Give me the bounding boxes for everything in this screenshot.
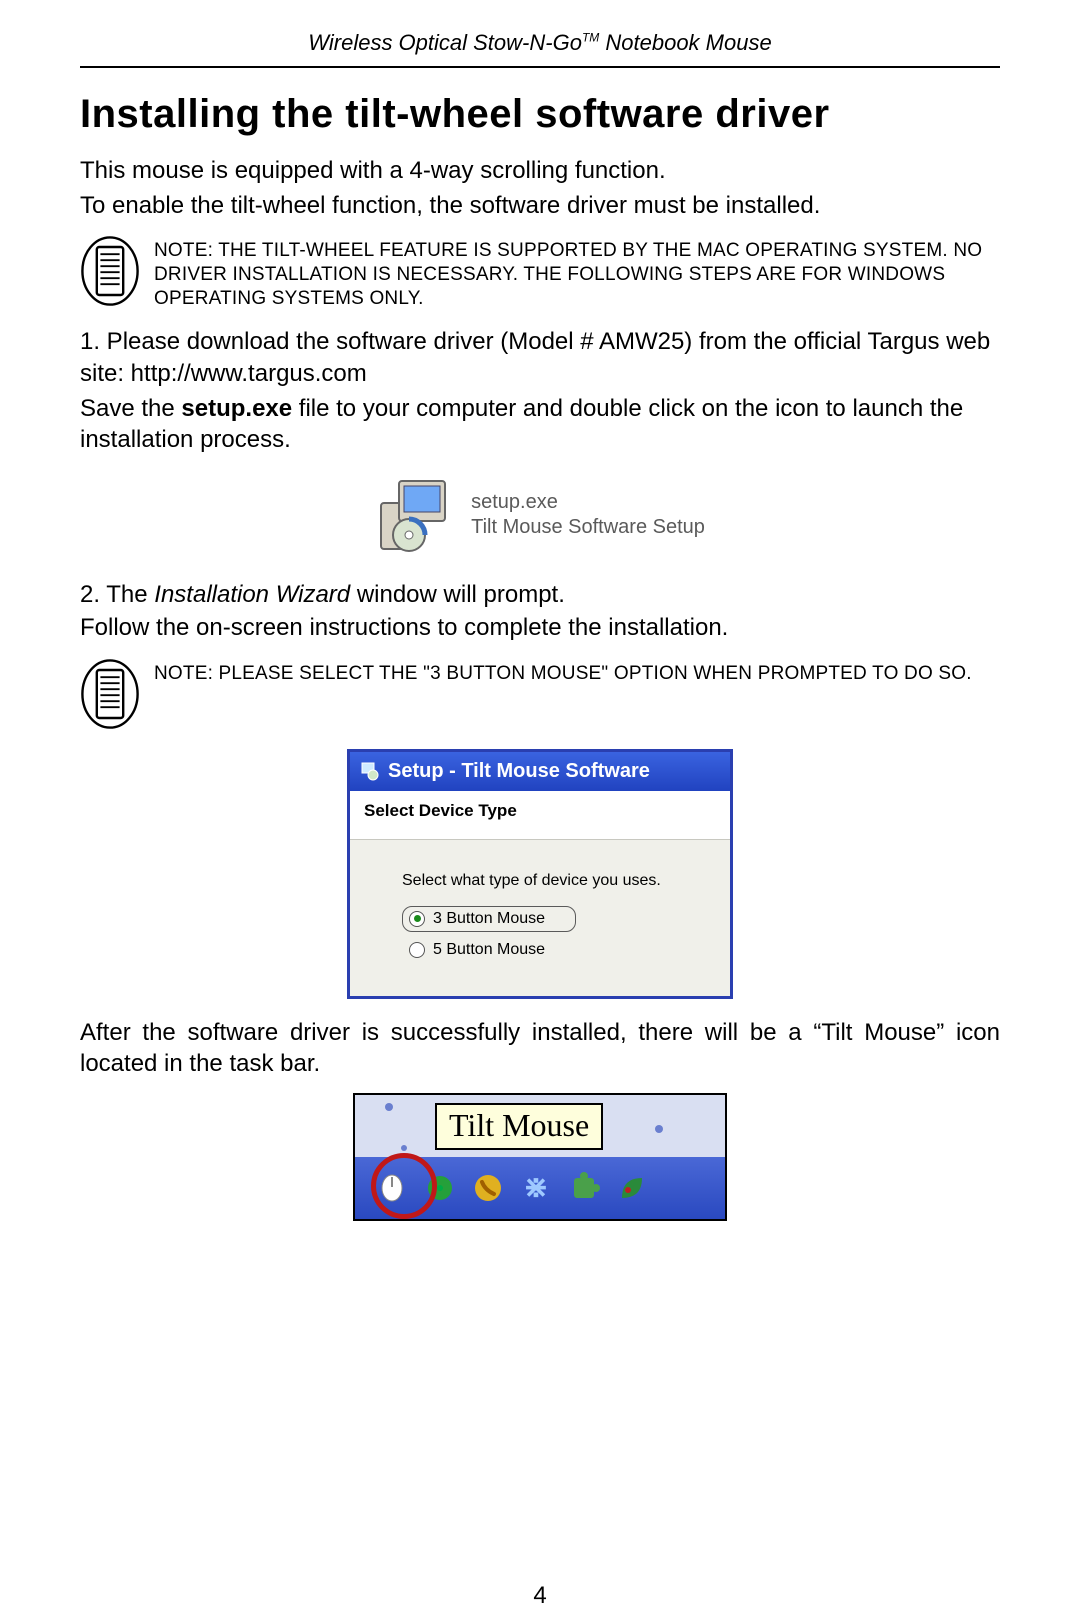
header-tm: TM <box>582 31 599 45</box>
setup-filename: setup.exe <box>471 490 705 515</box>
note-1-text: NOTE: THE TILT-WHEEL FEATURE IS SUPPORTE… <box>154 235 1000 310</box>
radio-label-1: 3 Button Mouse <box>433 910 545 928</box>
puzzle-tray-icon[interactable] <box>567 1171 601 1205</box>
header-prefix: Wireless Optical Stow-N-Go <box>308 30 582 55</box>
notepad-icon <box>80 235 140 312</box>
step-2-a-pre: 2. The <box>80 581 154 608</box>
step-2-a: 2. The Installation Wizard window will p… <box>80 579 1000 610</box>
step-2-a-italic: Installation Wizard <box>154 581 350 608</box>
radio-5-button-mouse[interactable]: 5 Button Mouse <box>402 938 704 962</box>
wizard-window: Setup - Tilt Mouse Software Select Devic… <box>347 749 733 999</box>
phone-tray-icon[interactable] <box>471 1171 505 1205</box>
step-2-b: Follow the on-screen instructions to com… <box>80 612 1000 643</box>
step-1-b: Save the setup.exe file to your computer… <box>80 393 1000 455</box>
after-install-text: After the software driver is successfull… <box>80 1017 1000 1079</box>
taskbar-figure: Tilt Mouse ⋇ <box>353 1093 727 1221</box>
setup-exe-label: setup.exe Tilt Mouse Software Setup <box>471 490 705 540</box>
page-number: 4 <box>0 1582 1080 1610</box>
setup-description: Tilt Mouse Software Setup <box>471 515 705 540</box>
tilt-mouse-tooltip: Tilt Mouse <box>435 1103 603 1150</box>
note-2-text: NOTE: PLEASE SELECT THE "3 BUTTON MOUSE"… <box>154 658 972 686</box>
note-2: NOTE: PLEASE SELECT THE "3 BUTTON MOUSE"… <box>80 658 1000 735</box>
wizard-prompt: Select what type of device you uses. <box>402 872 704 890</box>
taskbar-tray: ⋇ <box>355 1157 725 1219</box>
page-header: Wireless Optical Stow-N-GoTM Notebook Mo… <box>80 30 1000 68</box>
wizard-subtitle: Select Device Type <box>350 791 730 840</box>
intro-line-1: This mouse is equipped with a 4-way scro… <box>80 155 1000 186</box>
wizard-body: Select what type of device you uses. 3 B… <box>350 840 730 996</box>
radio-3-button-mouse[interactable]: 3 Button Mouse <box>402 906 576 932</box>
intro-line-2: To enable the tilt-wheel function, the s… <box>80 190 1000 221</box>
bluetooth-tray-icon[interactable]: ⋇ <box>519 1171 553 1205</box>
notepad-icon <box>80 658 140 735</box>
header-suffix: Notebook Mouse <box>599 30 771 55</box>
leaf-tray-icon[interactable] <box>615 1171 649 1205</box>
highlight-circle-icon <box>371 1153 437 1219</box>
wizard-title-text: Setup - Tilt Mouse Software <box>388 760 650 783</box>
page-title: Installing the tilt-wheel software drive… <box>80 92 1000 137</box>
radio-icon <box>409 911 425 927</box>
radio-label-2: 5 Button Mouse <box>433 941 545 959</box>
note-1: NOTE: THE TILT-WHEEL FEATURE IS SUPPORTE… <box>80 235 1000 312</box>
step-1-b-bold: setup.exe <box>181 395 292 422</box>
radio-icon <box>409 942 425 958</box>
step-2-a-post: window will prompt. <box>350 581 565 608</box>
installer-icon <box>375 475 455 555</box>
step-1-b-pre: Save the <box>80 395 181 422</box>
wizard-titlebar: Setup - Tilt Mouse Software <box>350 752 730 791</box>
taskbar-desktop-area: Tilt Mouse <box>355 1095 725 1157</box>
setup-exe-figure: setup.exe Tilt Mouse Software Setup <box>80 475 1000 555</box>
step-1-a: 1. Please download the software driver (… <box>80 326 1000 388</box>
installer-small-icon <box>360 761 380 781</box>
